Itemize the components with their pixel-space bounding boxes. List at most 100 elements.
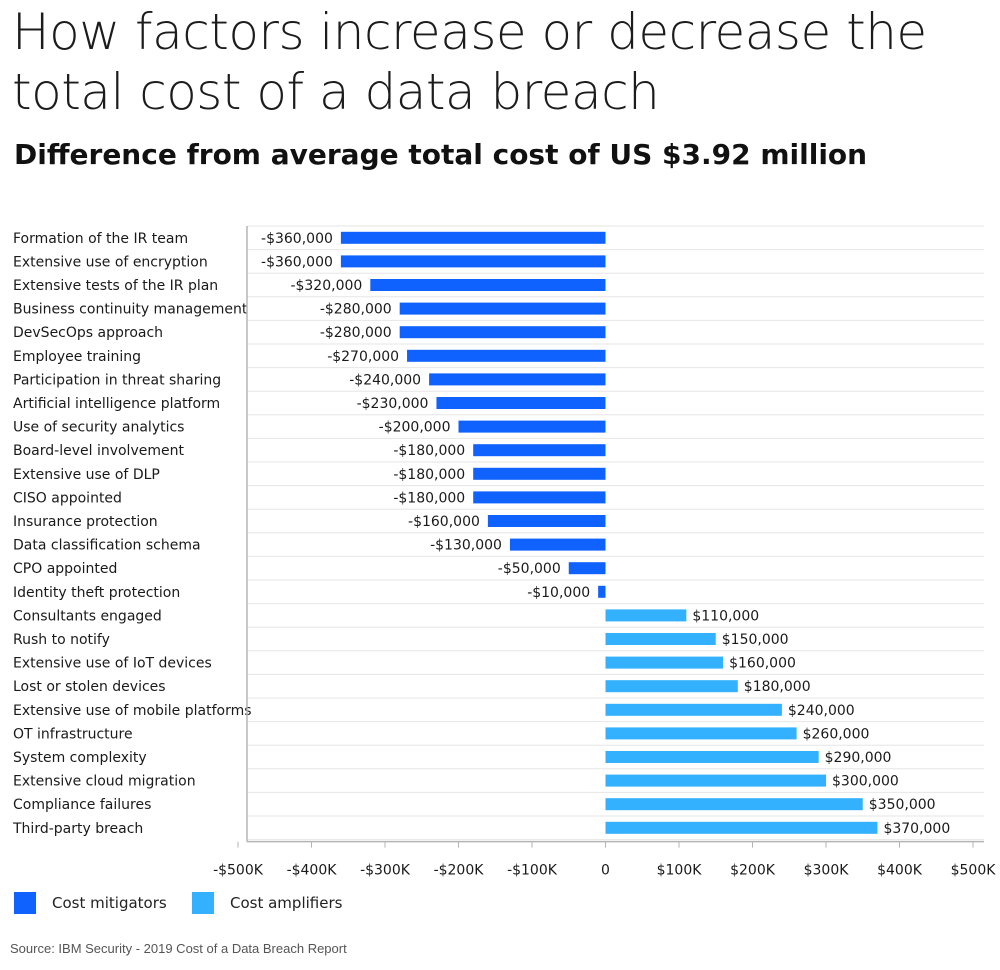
value-label: $300,000	[832, 774, 899, 790]
bar-amplifier	[605, 656, 724, 669]
bars	[340, 231, 878, 834]
value-label: -$10,000	[527, 585, 590, 601]
bar-mitigator	[340, 255, 606, 268]
value-labels: -$360,000 -$360,000 -$320,000 -$280,000 -$28…	[261, 231, 950, 837]
x-tick-label: $100K	[657, 863, 703, 879]
x-tick-label: -$400K	[287, 863, 338, 879]
value-label: $240,000	[788, 703, 855, 719]
bar-amplifier	[605, 774, 826, 787]
x-tick-label: $500K	[951, 863, 997, 879]
value-label: -$230,000	[357, 396, 429, 412]
bar-mitigator	[340, 231, 606, 244]
bar-mitigator	[436, 397, 606, 409]
category-label: Consultants engaged	[13, 608, 162, 624]
category-label: Compliance failures	[13, 797, 151, 813]
category-label: Extensive cloud migration	[13, 774, 196, 790]
bar-mitigator	[598, 585, 606, 598]
legend-swatch-amplifiers	[192, 892, 214, 914]
bar-mitigator	[473, 491, 606, 504]
category-label: Insurance protection	[13, 514, 158, 530]
category-label: Data classification schema	[13, 538, 201, 554]
category-label: CISO appointed	[13, 490, 122, 506]
value-label: $260,000	[803, 726, 870, 742]
category-label: OT infrastructure	[13, 726, 133, 742]
bar-mitigator	[473, 467, 606, 480]
category-label: Extensive use of IoT devices	[13, 656, 212, 672]
value-label: -$180,000	[393, 490, 465, 506]
category-label: Third-party breach	[12, 821, 143, 837]
value-label: -$270,000	[327, 349, 399, 365]
category-label: Extensive use of encryption	[13, 254, 208, 270]
x-tick-label: -$300K	[360, 863, 411, 879]
bar-amplifier	[605, 727, 797, 740]
value-label: -$240,000	[349, 372, 421, 388]
bar-chart: -$360,000 -$360,000 -$320,000 -$280,000 -$28…	[12, 225, 996, 879]
legend-item-amplifiers: Cost amplifiers	[192, 892, 342, 914]
value-label: $160,000	[729, 656, 796, 672]
x-tick-label: -$500K	[213, 863, 264, 879]
legend-swatch-mitigators	[14, 892, 36, 914]
value-label: $350,000	[869, 797, 936, 813]
category-label: System complexity	[13, 750, 147, 766]
category-label: Business continuity management	[13, 302, 248, 318]
legend-label-mitigators: Cost mitigators	[52, 894, 167, 912]
source-note: Source: IBM Security - 2019 Cost of a Da…	[10, 941, 347, 956]
category-label: Artificial intelligence platform	[13, 396, 220, 412]
value-label: $180,000	[744, 679, 811, 695]
legend-item-mitigators: Cost mitigators	[14, 892, 167, 914]
value-label: -$200,000	[379, 420, 451, 436]
category-label: Extensive tests of the IR plan	[13, 278, 218, 294]
value-label: $150,000	[722, 632, 789, 648]
bar-mitigator	[407, 349, 606, 362]
value-label: -$180,000	[393, 443, 465, 459]
x-tick-label: $400K	[877, 863, 923, 879]
value-label: $290,000	[825, 750, 892, 766]
x-tick-label: -$100K	[507, 863, 558, 879]
category-label: Formation of the IR team	[13, 231, 188, 247]
bar-amplifier	[605, 609, 687, 622]
x-tick-label: 0	[601, 863, 610, 879]
bar-mitigator	[370, 279, 606, 291]
category-labels: Formation of the IR team Extensive use of…	[12, 231, 252, 837]
chart-subtitle: Difference from average total cost of US…	[14, 138, 868, 171]
value-label: -$360,000	[261, 254, 333, 270]
value-label: $110,000	[692, 608, 759, 624]
chart-title: How factors increase or decrease the tot…	[12, 3, 927, 121]
value-label: -$280,000	[320, 325, 392, 341]
category-label: Use of security analytics	[13, 420, 184, 436]
bar-amplifier	[605, 798, 863, 811]
category-label: Employee training	[13, 349, 141, 365]
bar-mitigator	[568, 562, 606, 575]
bar-amplifier	[605, 680, 738, 693]
value-label: $370,000	[883, 821, 950, 837]
bar-mitigator	[473, 444, 606, 457]
category-label: CPO appointed	[13, 561, 117, 577]
bar-mitigator	[399, 326, 606, 339]
bar-amplifier	[605, 751, 819, 763]
value-label: -$280,000	[320, 302, 392, 318]
bar-amplifier	[605, 703, 782, 716]
bar-amplifier	[605, 821, 878, 834]
bar-mitigator	[487, 515, 606, 527]
x-tick-label: -$200K	[434, 863, 485, 879]
bar-mitigator	[399, 302, 606, 315]
value-label: -$160,000	[408, 514, 480, 530]
x-tick-label: $200K	[730, 863, 776, 879]
category-label: Rush to notify	[13, 632, 110, 648]
category-label: Identity theft protection	[13, 585, 180, 601]
x-tick-label: $300K	[804, 863, 850, 879]
category-label: Board-level involvement	[13, 443, 184, 459]
value-label: -$320,000	[290, 278, 362, 294]
legend-label-amplifiers: Cost amplifiers	[230, 894, 343, 912]
grid-lines	[247, 225, 984, 841]
bar-mitigator	[509, 538, 606, 551]
category-label: Lost or stolen devices	[13, 679, 166, 695]
bar-mitigator	[458, 420, 606, 433]
value-label: -$50,000	[498, 561, 561, 577]
category-label: Extensive use of mobile platforms	[13, 703, 252, 719]
category-label: Participation in threat sharing	[13, 372, 221, 388]
value-label: -$130,000	[430, 538, 502, 554]
category-label: DevSecOps approach	[13, 325, 163, 341]
axes: -$500K -$400K -$300K -$200K -$100K 0 $100K $200…	[213, 226, 996, 879]
value-label: -$360,000	[261, 231, 333, 247]
